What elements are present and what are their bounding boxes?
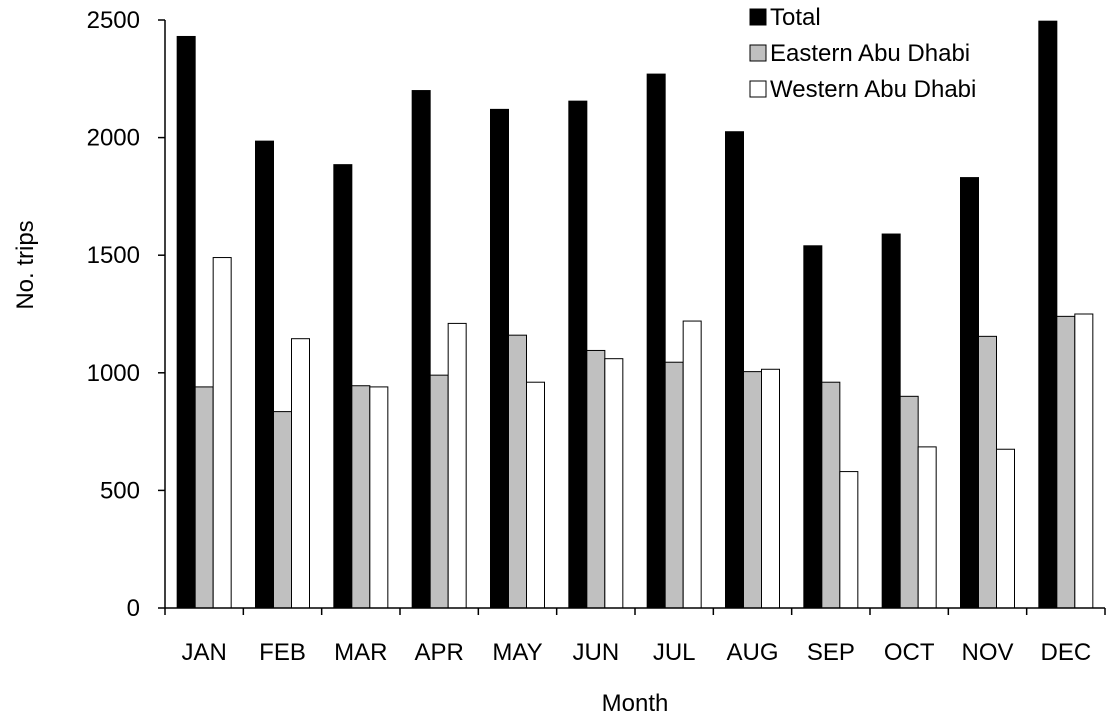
bar-total-nov — [960, 177, 979, 609]
x-tick-label: AUG — [726, 639, 778, 666]
x-tick-label: NOV — [961, 639, 1013, 666]
x-tick-label: FEB — [259, 639, 306, 666]
legend-swatch-western-abu-dhabi — [749, 80, 767, 98]
bar-eastern-abu-dhabi-aug — [743, 371, 762, 609]
x-tick-label: OCT — [884, 639, 935, 666]
x-tick-label: JUN — [572, 639, 619, 666]
bar-total-jun — [568, 100, 588, 609]
x-tick-label: MAR — [334, 639, 387, 666]
bar-eastern-abu-dhabi-may — [508, 334, 527, 609]
y-tick-label: 0 — [127, 595, 140, 622]
bar-total-feb — [255, 140, 274, 609]
bar-western-abu-dhabi-mar — [369, 386, 389, 609]
legend-swatch-total — [749, 8, 767, 26]
x-tick-label: SEP — [807, 639, 855, 666]
bar-western-abu-dhabi-feb — [291, 338, 310, 609]
bar-eastern-abu-dhabi-jan — [194, 386, 214, 609]
bar-eastern-abu-dhabi-mar — [351, 385, 371, 609]
y-tick-label: 2500 — [87, 7, 140, 34]
bar-total-dec — [1038, 20, 1058, 609]
bar-eastern-abu-dhabi-oct — [899, 395, 919, 609]
y-tick-label: 1000 — [87, 360, 140, 387]
bar-eastern-abu-dhabi-jun — [586, 349, 606, 609]
bar-eastern-abu-dhabi-dec — [1056, 315, 1076, 609]
y-tick-labels: 0 500 1000 1500 2000 2500 — [87, 7, 140, 622]
x-axis-title: Month — [602, 690, 669, 717]
legend-swatch-eastern-abu-dhabi — [749, 44, 767, 62]
bar-total-apr — [411, 90, 431, 609]
bar-western-abu-dhabi-jun — [604, 358, 624, 609]
axes-group — [158, 19, 1106, 615]
bar-western-abu-dhabi-aug — [761, 368, 780, 609]
bar-eastern-abu-dhabi-jul — [664, 361, 684, 609]
legend-label-eastern-abu-dhabi: Eastern Abu Dhabi — [770, 40, 970, 67]
y-tick-label: 1500 — [87, 242, 140, 269]
x-tick-labels: JAN FEB MAR APR MAY JUN JUL AUG SEP OCT NOV DEC — [181, 639, 1091, 666]
bar-western-abu-dhabi-nov — [996, 448, 1015, 609]
bar-western-abu-dhabi-dec — [1074, 313, 1094, 609]
x-tick-label: JUL — [653, 639, 696, 666]
bar-total-jul — [646, 73, 666, 609]
bar-western-abu-dhabi-may — [526, 381, 545, 609]
y-tick-label: 500 — [100, 477, 140, 504]
bars-group — [176, 20, 1094, 609]
bar-total-jan — [176, 35, 196, 609]
bar-eastern-abu-dhabi-sep — [821, 381, 841, 609]
bar-eastern-abu-dhabi-apr — [429, 374, 449, 609]
bar-western-abu-dhabi-oct — [917, 446, 937, 609]
x-tick-label: APR — [414, 639, 463, 666]
x-tick-label: JAN — [181, 639, 226, 666]
bar-western-abu-dhabi-apr — [447, 322, 467, 609]
legend-label-western-abu-dhabi: Western Abu Dhabi — [770, 76, 976, 103]
bar-total-may — [490, 108, 509, 609]
legend: Total Eastern Abu Dhabi Western Abu Dhabi — [749, 4, 976, 103]
legend-label-total: Total — [770, 4, 821, 31]
bar-total-aug — [725, 131, 744, 609]
bar-western-abu-dhabi-sep — [839, 471, 859, 609]
y-tick-label: 2000 — [87, 125, 140, 152]
bar-eastern-abu-dhabi-nov — [978, 335, 997, 609]
bar-total-oct — [881, 233, 901, 609]
x-tick-label: MAY — [492, 639, 542, 666]
x-tick-label: DEC — [1040, 639, 1091, 666]
bar-western-abu-dhabi-jul — [682, 320, 702, 609]
bar-eastern-abu-dhabi-feb — [273, 411, 292, 609]
bar-total-mar — [333, 164, 353, 609]
bar-total-sep — [803, 245, 823, 609]
y-axis-title: No. trips — [12, 220, 39, 309]
bar-western-abu-dhabi-jan — [212, 257, 232, 609]
